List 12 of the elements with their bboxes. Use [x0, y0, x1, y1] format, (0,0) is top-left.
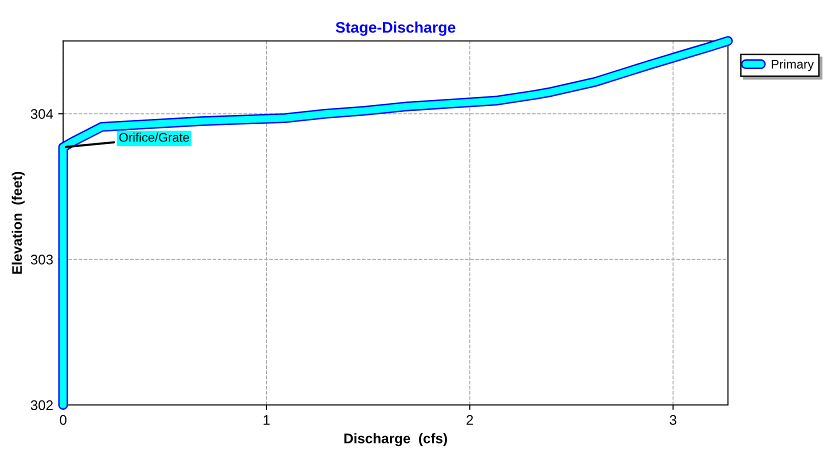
- y-tick-label: 303: [30, 254, 53, 265]
- x-axis-title: Discharge (cfs): [344, 433, 447, 446]
- annotation: Orifice/Grate: [119, 132, 190, 142]
- x-tick-label: 0: [60, 415, 66, 425]
- y-tick-label: 304: [30, 109, 54, 119]
- legend-label: Primary: [772, 59, 814, 72]
- chart-title: Stage-Discharge: [336, 22, 456, 36]
- x-tick-label: 1: [264, 415, 270, 425]
- x-tick-label: 3: [670, 415, 676, 425]
- y-axis-title: Elevation (feet): [12, 172, 25, 274]
- x-tick-label: 2: [466, 415, 473, 425]
- y-tick-label: 302: [30, 400, 53, 410]
